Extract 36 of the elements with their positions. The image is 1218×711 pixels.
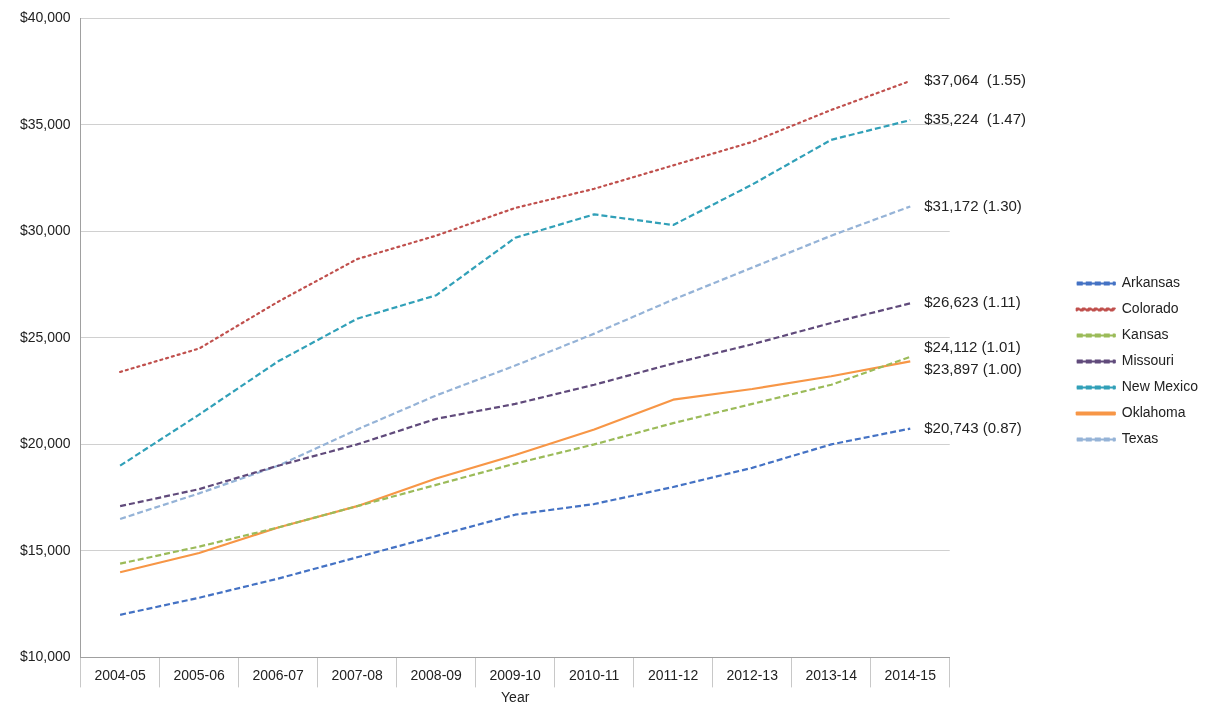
legend-label: New Mexico [1121,378,1199,395]
x-tick-label: 2009-10 [489,666,542,683]
legend-label: Kansas [1121,326,1169,343]
x-tick-label: 2010-11 [569,666,620,683]
legend-label: Oklahoma [1121,404,1186,421]
x-tick-label: 2012-13 [726,666,779,683]
x-tick-label: 2006-07 [252,666,305,683]
y-tick-label: $10,000 [20,648,71,665]
legend-label: Arkansas [1121,274,1181,291]
data-label: $35,224 (1.47) [924,110,1026,128]
data-label: $31,172 (1.30) [924,196,1022,214]
line-series [119,427,912,616]
x-tick-label: 2005-06 [173,666,226,683]
data-label: $20,743 (0.87) [924,418,1022,436]
x-tick-label: 2004-05 [94,666,147,683]
y-tick-label: $20,000 [20,435,71,452]
data-label: $37,064 (1.55) [924,71,1026,89]
data-label: $26,623 (1.11) [924,293,1021,311]
y-tick-label: $35,000 [20,115,71,132]
x-tick-label: 2011-12 [648,666,699,683]
y-tick-label: $30,000 [20,222,71,239]
data-label: $23,897 (1.00) [924,360,1022,378]
data-label: $24,112 (1.01) [924,338,1021,356]
legend-label: Missouri [1121,352,1174,369]
x-tick-label: 2013-14 [805,666,858,683]
y-tick-label: $25,000 [20,328,71,345]
x-tick-label: 2007-08 [331,666,384,683]
x-axis-title: Year [501,689,530,706]
y-tick-label: $15,000 [20,541,71,558]
x-tick-label: 2014-15 [884,666,937,683]
y-tick-label: $40,000 [20,9,71,26]
legend-label: Texas [1121,430,1159,447]
line-series [119,205,912,521]
x-tick-label: 2008-09 [410,666,463,683]
legend-label: Colorado [1121,300,1179,317]
line-series [119,302,912,508]
